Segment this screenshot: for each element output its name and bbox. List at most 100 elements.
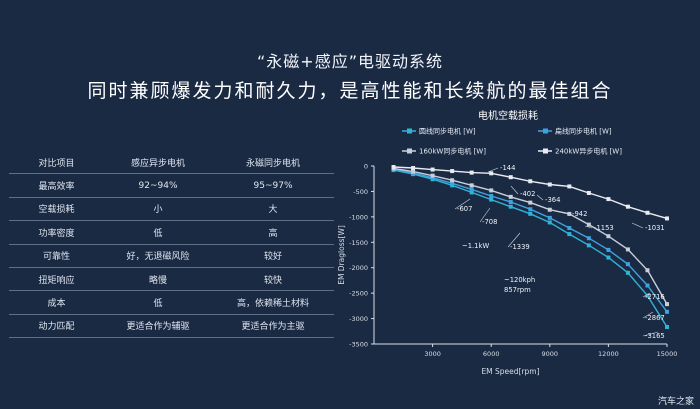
y-axis-label: EM Dragloss[W]	[337, 225, 346, 285]
comparison-table: 对比项目 感应异步电机 永磁同步电机 最高效率 92~94% 95~97% 空载损耗小大…	[9, 151, 334, 339]
data-point	[469, 170, 474, 175]
table-cell: 更适合作为主驱	[212, 314, 334, 339]
table-cell: 对比项目	[9, 151, 104, 175]
data-point	[528, 200, 533, 205]
legend-label: 160kW同步电机 [W]	[419, 147, 486, 156]
y-tick-label: -500	[353, 188, 368, 196]
table-cell: 92~94%	[104, 173, 212, 198]
table-cell: 动力匹配	[9, 314, 104, 339]
data-point	[665, 302, 669, 307]
data-point	[567, 184, 572, 189]
data-point	[567, 232, 572, 237]
table-cell: 较快	[212, 267, 334, 292]
data-point	[528, 207, 533, 212]
annotation-leader	[642, 311, 654, 319]
table-cell: 略慢	[104, 267, 212, 292]
annotation-label: -3165	[645, 332, 665, 340]
data-point	[508, 175, 513, 180]
annotation-label: -1339	[510, 243, 530, 251]
data-point	[469, 190, 474, 195]
data-point	[586, 190, 591, 195]
data-point	[586, 222, 591, 227]
chart-title: 电机空载损耗	[478, 111, 538, 122]
table-row: 最高效率 92~94% 95~97%	[9, 173, 334, 198]
x-tick-label: 6000	[483, 350, 500, 358]
data-point	[411, 169, 416, 174]
table-cell: 小	[104, 197, 212, 222]
x-tick-label: 9000	[542, 350, 559, 358]
data-point	[547, 215, 552, 220]
y-tick-label: -2000	[349, 264, 368, 272]
annotation-label: 857rpm	[504, 286, 531, 294]
data-point	[508, 200, 513, 205]
table-cell: 95~97%	[212, 173, 334, 198]
legend-marker	[407, 128, 412, 134]
table-cell: 高	[212, 220, 334, 245]
legend-marker	[543, 148, 548, 154]
data-point	[625, 204, 630, 209]
annotation-label: -708	[482, 218, 497, 226]
data-point	[665, 324, 669, 329]
annotation-leader	[562, 211, 571, 215]
table-cell: 低	[104, 220, 212, 245]
data-point	[450, 183, 455, 188]
data-point	[606, 255, 611, 260]
annotation-label: -1153	[594, 224, 614, 232]
data-point	[547, 220, 552, 225]
data-point	[665, 309, 669, 314]
data-point	[547, 182, 552, 187]
x-tick-label: 3000	[424, 350, 441, 358]
x-tick-label: 12000	[598, 350, 619, 358]
data-point	[625, 270, 630, 275]
annotation-label: -144	[500, 164, 515, 172]
data-point	[430, 173, 435, 178]
data-point	[450, 178, 455, 183]
data-point	[606, 197, 611, 202]
table-cell: 高，依赖稀土材料	[212, 290, 334, 315]
data-point	[489, 194, 494, 199]
data-point	[606, 247, 611, 252]
data-point	[665, 216, 669, 221]
legend-label: 圆线同步电机 [W]	[419, 127, 476, 136]
annotation-leader	[642, 331, 659, 337]
table-cell: 功率密度	[9, 220, 104, 245]
annotation-label: -402	[520, 190, 535, 198]
table-cell: 成本	[9, 290, 104, 315]
table-row: 可靠性 好，无退磁风险 较好	[9, 244, 334, 268]
annotation-leader	[536, 194, 544, 201]
annotation-label: -364	[545, 196, 560, 204]
annotation-label: -2867	[645, 314, 665, 322]
table-row: 功率密度低高	[9, 220, 334, 245]
annotation-leader	[510, 185, 519, 195]
table-cell: 低	[104, 290, 212, 315]
table-cell: 永磁同步电机	[212, 151, 334, 175]
slide-title: “永磁+感应”电驱动系统	[257, 52, 443, 71]
y-tick-label: -2500	[349, 290, 368, 298]
data-point	[489, 197, 494, 202]
data-point	[469, 183, 474, 188]
annotation-leader	[479, 207, 491, 223]
annotation-label: ~120kph	[504, 276, 535, 284]
data-point	[645, 268, 650, 273]
data-point	[547, 207, 552, 212]
data-point	[586, 236, 591, 241]
table-row: 动力匹配 更适合作为辅驱 更适合作为主驱	[9, 314, 334, 339]
data-point	[430, 175, 435, 180]
y-tick-label: -1500	[349, 239, 368, 247]
annotation-label: -607	[457, 205, 472, 213]
legend-label: 240kW异步电机 [W]	[555, 147, 622, 156]
data-point	[508, 204, 513, 209]
table-row: 扭矩响应 略慢 较快	[9, 267, 334, 292]
annotation-leader	[454, 198, 471, 210]
data-point	[645, 293, 650, 298]
table-cell: 扭矩响应	[9, 267, 104, 292]
x-axis-label: EM Speed[rpm]	[481, 367, 539, 376]
legend-label: 扁线同步电机 [W]	[555, 127, 612, 136]
data-point	[469, 187, 474, 192]
data-point	[430, 167, 435, 172]
data-point	[645, 283, 650, 288]
data-point	[606, 234, 611, 239]
data-point	[567, 226, 572, 231]
annotation-label: -2716	[645, 293, 665, 301]
